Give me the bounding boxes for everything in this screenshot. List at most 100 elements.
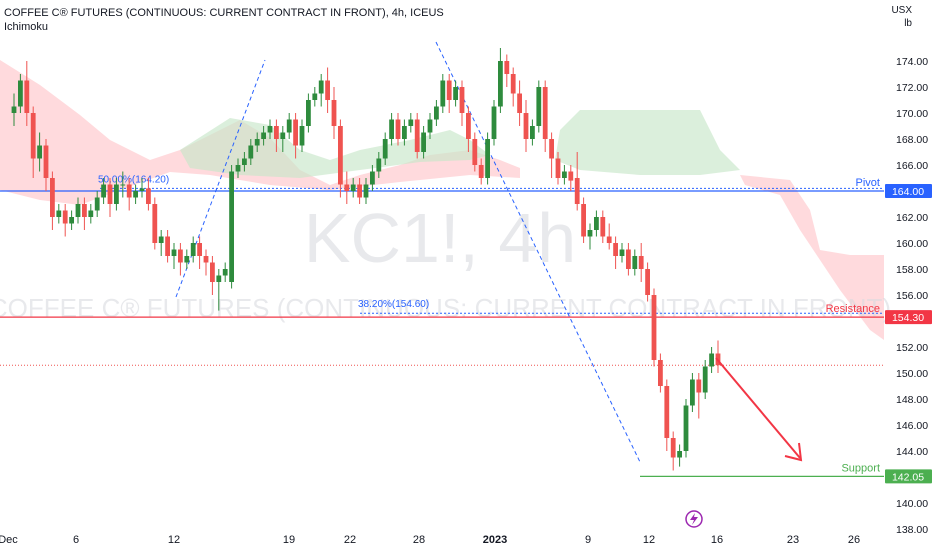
price-tick-label: 144.00 bbox=[896, 446, 928, 458]
indicator-label[interactable]: Ichimoku bbox=[4, 21, 49, 33]
candle-body bbox=[24, 80, 30, 113]
watermark: KC1!, 4h COFFEE C® FUTURES (CONTINUOUS: … bbox=[0, 199, 891, 323]
candle-body bbox=[82, 204, 87, 217]
price-axis[interactable]: 138.00 140.00 144.00 146.00 148.00 150.00 152.… bbox=[885, 0, 932, 550]
candle bbox=[306, 93, 311, 133]
time-tick-label: 2023 bbox=[483, 534, 507, 546]
candle bbox=[517, 80, 522, 126]
candle-body bbox=[632, 256, 638, 269]
time-axis[interactable]: Dec 6 12 19 22 28 2023 9 12 16 23 26 bbox=[0, 534, 860, 546]
candle bbox=[82, 197, 87, 230]
candle-body bbox=[517, 93, 522, 113]
candle bbox=[408, 113, 414, 133]
candle bbox=[126, 178, 132, 211]
price-tick-label: 162.00 bbox=[896, 212, 928, 224]
price-unit-bottom: lb bbox=[904, 18, 912, 29]
candle-body bbox=[670, 438, 676, 458]
candle bbox=[363, 178, 369, 204]
candle bbox=[382, 132, 388, 165]
candle-body bbox=[75, 204, 81, 217]
candle-body bbox=[459, 87, 465, 113]
price-tick-label: 174.00 bbox=[896, 56, 928, 68]
candle bbox=[325, 67, 330, 113]
candle-body bbox=[242, 158, 247, 165]
candle bbox=[446, 74, 452, 113]
candle-body bbox=[510, 74, 516, 94]
candle-body bbox=[37, 145, 42, 159]
candle bbox=[203, 249, 209, 276]
candle-body bbox=[414, 119, 420, 152]
candle bbox=[690, 373, 695, 412]
candle bbox=[350, 178, 356, 198]
time-tick-label: 16 bbox=[711, 534, 723, 546]
candle-body bbox=[248, 145, 254, 159]
candle bbox=[613, 236, 618, 269]
candle bbox=[696, 373, 702, 419]
candle bbox=[485, 132, 490, 185]
candle bbox=[536, 80, 542, 133]
candle-body bbox=[581, 204, 586, 237]
candle-body bbox=[613, 243, 618, 256]
lightning-icon-glyph bbox=[690, 513, 698, 525]
horizontal-levels: Pivot 164.00 Resistance 154.30 Support 142.05 bbox=[0, 177, 932, 484]
candle-body bbox=[434, 106, 439, 120]
candle-body bbox=[293, 119, 298, 146]
time-tick-label: 6 bbox=[73, 534, 79, 546]
candle bbox=[683, 399, 689, 458]
candle bbox=[453, 80, 458, 107]
candle bbox=[331, 87, 337, 139]
candle-body bbox=[472, 139, 478, 165]
candle-body bbox=[690, 379, 695, 406]
candle bbox=[146, 178, 151, 211]
candle bbox=[139, 178, 145, 198]
candle bbox=[434, 100, 439, 126]
candle-body bbox=[30, 113, 36, 159]
candle bbox=[190, 236, 196, 263]
candle bbox=[427, 113, 433, 139]
candle-body bbox=[126, 184, 132, 198]
candle-body bbox=[427, 119, 433, 133]
level-label-pivot: Pivot bbox=[856, 177, 880, 189]
candle-body bbox=[683, 405, 689, 451]
candle-body bbox=[254, 139, 260, 146]
candle bbox=[414, 113, 420, 159]
candle-body bbox=[562, 171, 567, 178]
candle bbox=[472, 132, 478, 172]
candles bbox=[11, 48, 721, 471]
candle bbox=[638, 243, 644, 282]
candle-body bbox=[702, 366, 708, 393]
candle-body bbox=[651, 295, 657, 360]
candle bbox=[216, 269, 222, 311]
candle bbox=[568, 165, 574, 191]
candle bbox=[229, 165, 234, 289]
candle bbox=[664, 379, 670, 451]
candle-body bbox=[658, 360, 663, 386]
candle-body bbox=[165, 236, 170, 256]
price-tick-label: 158.00 bbox=[896, 264, 928, 276]
candle-body bbox=[478, 165, 484, 178]
candle-body bbox=[235, 165, 241, 172]
candle-body bbox=[325, 80, 330, 100]
candle bbox=[651, 288, 657, 367]
forecast-arrow-head bbox=[784, 442, 803, 462]
candle bbox=[43, 139, 49, 191]
candle bbox=[402, 119, 407, 146]
candle bbox=[56, 204, 62, 224]
level-price-text: 142.05 bbox=[892, 471, 924, 483]
candle bbox=[30, 106, 36, 178]
candle bbox=[210, 256, 215, 295]
candle-body bbox=[261, 132, 266, 139]
candle-body bbox=[344, 184, 350, 191]
candle-body bbox=[645, 269, 650, 295]
price-tick-label: 160.00 bbox=[896, 238, 928, 250]
candle bbox=[389, 113, 394, 146]
candle bbox=[235, 158, 241, 178]
candle-body bbox=[504, 61, 510, 74]
candle bbox=[504, 54, 510, 87]
time-tick-label: 22 bbox=[344, 534, 356, 546]
cloud-bear-segment bbox=[740, 175, 884, 340]
fib-level-label: 38.20%(154.60) bbox=[358, 299, 429, 310]
candle-body bbox=[357, 184, 362, 198]
price-tick-label: 146.00 bbox=[896, 420, 928, 432]
level-price-text: 154.30 bbox=[892, 312, 924, 324]
